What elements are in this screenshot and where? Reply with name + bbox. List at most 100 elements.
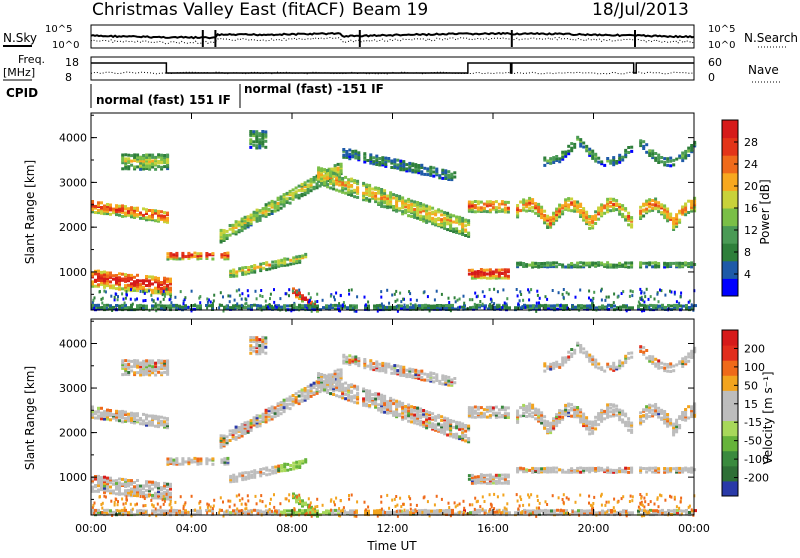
power-cell bbox=[154, 276, 157, 279]
power-cell bbox=[525, 263, 528, 266]
power-cell bbox=[121, 304, 124, 307]
velocity-cell bbox=[672, 365, 675, 368]
velocity-cell bbox=[139, 422, 142, 425]
power-cell bbox=[468, 273, 471, 276]
velocity-cell bbox=[139, 362, 142, 365]
power-cell bbox=[568, 293, 570, 296]
velocity-cell bbox=[121, 373, 124, 376]
power-cell bbox=[609, 205, 612, 208]
power-cell bbox=[685, 304, 688, 307]
power-cell bbox=[618, 154, 621, 157]
velocity-cell bbox=[489, 474, 492, 477]
power-cell bbox=[678, 302, 680, 305]
power-cell bbox=[446, 228, 449, 231]
velocity-cell bbox=[112, 490, 115, 493]
velocity-cell bbox=[274, 469, 277, 472]
velocity-cell bbox=[594, 363, 597, 366]
velocity-cell bbox=[567, 351, 570, 354]
power-cell bbox=[174, 296, 176, 299]
power-cell bbox=[151, 298, 153, 301]
velocity-cell bbox=[492, 406, 495, 409]
velocity-cell bbox=[229, 439, 232, 442]
power-cell bbox=[301, 193, 304, 196]
velocity-cell bbox=[582, 351, 585, 354]
velocity-cell bbox=[280, 406, 283, 409]
power-cell bbox=[663, 204, 666, 207]
power-cell bbox=[639, 210, 642, 213]
power-cell bbox=[597, 161, 600, 164]
power-cell bbox=[410, 303, 412, 306]
velocity-cell bbox=[94, 484, 97, 487]
power-cell bbox=[347, 181, 350, 184]
power-cell bbox=[381, 303, 383, 306]
power-cell bbox=[618, 262, 621, 265]
power-cell bbox=[223, 229, 226, 232]
power-cell bbox=[115, 292, 117, 295]
power-cell bbox=[627, 146, 630, 149]
velocity-cell bbox=[277, 408, 280, 411]
power-cell bbox=[326, 173, 329, 176]
velocity-cell bbox=[528, 403, 531, 406]
velocity-cell bbox=[247, 471, 250, 474]
power-cell bbox=[329, 180, 332, 183]
power-cell bbox=[594, 262, 597, 265]
power-cell bbox=[553, 304, 556, 307]
power-cell bbox=[247, 289, 249, 292]
power-cell bbox=[258, 146, 261, 149]
velocity-cell bbox=[441, 383, 444, 386]
velocity-cell bbox=[567, 356, 570, 359]
power-cell bbox=[427, 304, 430, 307]
velocity-cell bbox=[271, 466, 274, 469]
power-cell bbox=[222, 295, 224, 298]
power-cell bbox=[645, 143, 648, 146]
power-cell bbox=[323, 175, 326, 178]
power-cell bbox=[354, 156, 357, 159]
velocity-cell bbox=[139, 491, 142, 494]
power-cell bbox=[431, 207, 434, 210]
velocity-cell bbox=[121, 492, 124, 495]
velocity-cell bbox=[94, 509, 97, 512]
power-cell bbox=[549, 262, 552, 265]
velocity-cell bbox=[335, 382, 338, 385]
power-cell bbox=[666, 160, 669, 163]
velocity-cell bbox=[145, 422, 148, 425]
power-cell bbox=[651, 207, 654, 210]
velocity-cell bbox=[353, 394, 356, 397]
velocity-cell bbox=[169, 457, 172, 460]
power-cell bbox=[350, 184, 353, 187]
power-cell bbox=[566, 291, 568, 294]
velocity-cell bbox=[528, 407, 531, 410]
velocity-cell bbox=[109, 481, 112, 484]
velocity-cell bbox=[428, 411, 431, 414]
power-cell bbox=[585, 145, 588, 148]
velocity-cell bbox=[211, 457, 214, 460]
power-cell bbox=[109, 284, 112, 287]
power-cell bbox=[446, 212, 449, 215]
power-cell bbox=[335, 292, 337, 295]
velocity-cell bbox=[639, 415, 642, 418]
velocity-cell bbox=[377, 403, 380, 406]
power-cell bbox=[570, 198, 573, 201]
power-cell bbox=[452, 228, 455, 231]
velocity-cell bbox=[540, 467, 543, 470]
power-cell bbox=[127, 274, 130, 277]
velocity-cell bbox=[136, 371, 139, 374]
nsky-label: N.Sky bbox=[3, 31, 37, 45]
power-cell bbox=[544, 304, 547, 307]
power-cell bbox=[288, 288, 290, 291]
power-cell bbox=[271, 210, 274, 213]
velocity-cell bbox=[561, 469, 564, 472]
velocity-cell bbox=[570, 407, 573, 410]
velocity-cell bbox=[262, 472, 265, 475]
power-cell bbox=[169, 287, 172, 290]
velocity-cell bbox=[645, 405, 648, 408]
power-cell bbox=[250, 214, 253, 217]
power-cell bbox=[674, 291, 676, 294]
power-cell bbox=[348, 149, 351, 152]
velocity-cell bbox=[283, 406, 286, 409]
power-cell bbox=[480, 268, 483, 271]
velocity-cell bbox=[461, 425, 464, 428]
velocity-cell bbox=[383, 398, 386, 401]
velocity-cell bbox=[657, 359, 660, 362]
velocity-cell bbox=[413, 414, 416, 417]
